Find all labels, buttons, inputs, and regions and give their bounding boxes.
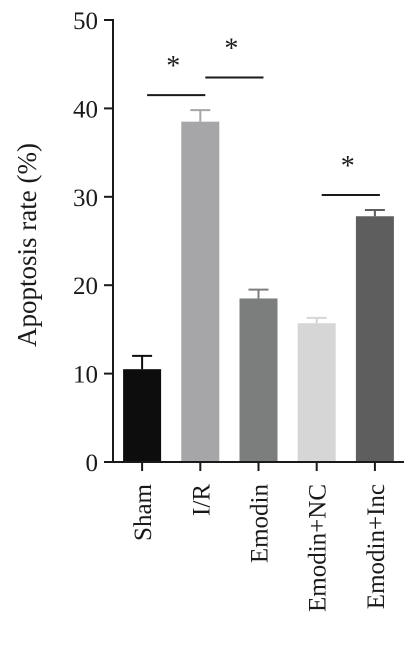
y-tick-label: 0 <box>86 450 99 477</box>
x-tick-label: Emodin+NC <box>305 484 332 612</box>
x-tick-label: Emodin <box>247 484 274 564</box>
y-tick-label: 30 <box>73 185 98 212</box>
y-tick-label: 10 <box>73 362 98 389</box>
bar-i-r <box>181 121 220 462</box>
x-tick-label: Sham <box>130 483 157 541</box>
bar-sham <box>123 369 162 462</box>
y-tick-label: 20 <box>73 273 98 300</box>
x-tick-label: Emodin+Inc <box>363 484 390 609</box>
x-tick-label: I/R <box>188 484 215 516</box>
significance-label: * <box>166 51 180 82</box>
bars <box>123 109 394 462</box>
bar-emodin-inc <box>355 216 394 462</box>
y-axis-title: Apoptosis rate (%) <box>12 143 42 347</box>
x-axis: Sham I/R Emodin Emodin+NC Emodin+Inc <box>112 461 404 612</box>
y-tick-label: 40 <box>73 96 98 123</box>
y-axis: 0 10 20 30 40 50 <box>73 8 114 477</box>
bar-emodin-nc <box>297 323 336 462</box>
significance-markers: * * * <box>147 33 380 197</box>
y-tick-label: 50 <box>73 8 98 35</box>
significance-label: * <box>224 33 238 64</box>
significance-label: * <box>341 151 355 182</box>
bar-emodin <box>239 298 278 462</box>
